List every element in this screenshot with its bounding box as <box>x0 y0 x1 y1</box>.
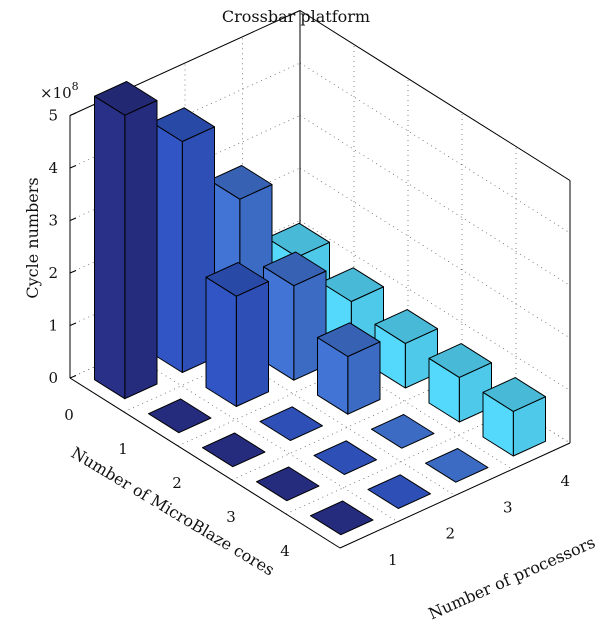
z-tick-mark <box>69 322 77 326</box>
bar-mark <box>256 466 320 502</box>
bar-face-flat <box>425 448 489 483</box>
bar-mark <box>428 343 492 423</box>
y-tick-label: 1 <box>388 551 398 569</box>
grid-line-side-horizontal <box>299 167 571 339</box>
z-tick-label: 4 <box>48 159 58 177</box>
tick-labels: 0 1 2 3 4 5 0 1 2 3 4 1 2 3 4 <box>48 107 570 569</box>
z-tick-mark <box>69 165 77 169</box>
axes <box>69 10 571 549</box>
bar-mark <box>259 406 323 441</box>
bar-mark <box>263 251 327 381</box>
bar-face-flat <box>313 440 377 475</box>
bar-face-top <box>205 262 269 297</box>
bar-mark <box>425 448 489 483</box>
y-tick-label: 2 <box>445 525 455 543</box>
bar-face-flat <box>202 432 266 468</box>
bar-face-flat <box>256 466 320 502</box>
z-tick-label: 2 <box>48 264 58 282</box>
bar-mark <box>482 377 546 457</box>
grid-line-floor-x <box>285 408 517 515</box>
bar-mark <box>148 398 212 434</box>
grid-line-floor-y <box>127 351 398 523</box>
bar-mark <box>151 107 215 373</box>
bar-mark <box>367 474 431 509</box>
box-edge-right-top <box>299 10 571 181</box>
bar-face-flat <box>259 406 323 441</box>
bar-mark <box>313 440 377 475</box>
y-axis-label: Number of processors <box>425 533 598 623</box>
x-tick-label: 0 <box>64 406 74 424</box>
bar-mark <box>317 322 381 415</box>
bar-face-top <box>320 267 384 302</box>
z-tick-label: 1 <box>48 317 58 335</box>
grid-line-back-horizontal <box>69 115 301 221</box>
bar-mark <box>374 309 438 389</box>
grid-line-side-horizontal <box>299 62 571 234</box>
bar-face-front <box>124 100 158 400</box>
z-axis-multiplier-exponent: 8 <box>72 80 79 93</box>
bar-mark <box>310 500 374 536</box>
bar-face-left <box>205 276 237 407</box>
z-tick-label: 3 <box>48 212 58 230</box>
bar-face-top <box>428 343 492 378</box>
bar-mark <box>202 432 266 468</box>
bar-face-top <box>482 377 546 412</box>
y-axis-line <box>339 442 571 549</box>
grid-line-floor-y <box>242 298 513 470</box>
z-axis-multiplier: ×108 <box>40 80 79 102</box>
bar-face-top <box>374 309 438 344</box>
bar-face-top <box>317 322 381 357</box>
bar-face-flat <box>310 500 374 536</box>
bar-mark <box>205 262 269 407</box>
z-tick-mark <box>69 217 77 221</box>
bar-mark <box>371 414 435 449</box>
x-tick-label: 3 <box>226 508 236 526</box>
bar-face-flat <box>148 398 212 434</box>
z-axis-label: Cycle numbers <box>23 177 42 298</box>
grid-line-back-horizontal <box>69 62 301 169</box>
grid-line-floor-y <box>184 325 456 496</box>
chart-title: Crossbar platform <box>222 7 370 26</box>
x-axis-label: Number of MicroBlaze cores <box>68 443 278 580</box>
z-tick-mark <box>69 375 77 379</box>
z-tick-mark <box>69 112 77 116</box>
z-tick-mark <box>69 270 77 274</box>
bar-face-front <box>235 281 269 407</box>
bar-face-flat <box>367 474 431 509</box>
x-axis-line <box>69 377 341 549</box>
z-tick-label: 0 <box>48 369 58 387</box>
grid-line-floor-x <box>231 374 463 481</box>
y-tick-label: 4 <box>560 472 570 490</box>
bar-mark <box>94 81 158 400</box>
bar-face-top <box>266 222 330 258</box>
bar-face-flat <box>371 414 435 449</box>
grid-line-side-horizontal <box>299 220 571 391</box>
bar-face-top <box>263 251 327 287</box>
y-tick-label: 3 <box>503 498 513 516</box>
grid-line-side-horizontal <box>299 115 571 286</box>
z-axis-multiplier-base: ×10 <box>40 84 72 102</box>
bars <box>94 81 546 536</box>
bar-face-top <box>151 107 215 142</box>
z-tick-label: 5 <box>48 107 58 125</box>
x-tick-label: 2 <box>172 474 182 492</box>
bar-face-top <box>209 165 273 200</box>
bar-face-left <box>94 95 126 400</box>
x-tick-label: 4 <box>280 542 290 560</box>
x-tick-label: 1 <box>118 440 128 458</box>
bar-face-top <box>94 81 158 116</box>
